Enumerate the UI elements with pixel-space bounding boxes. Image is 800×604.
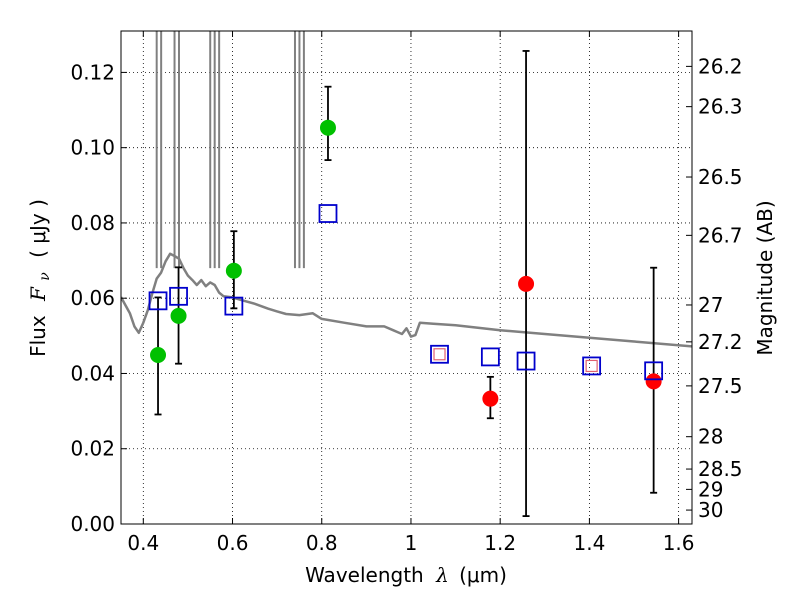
model-square-marker xyxy=(169,286,188,306)
model-square-marker xyxy=(224,296,244,316)
inner-square-marker xyxy=(585,359,598,373)
x-tick-label: 0.8 xyxy=(306,531,338,555)
y-axis-label: Flux F ν ( μJy ) xyxy=(26,199,54,357)
y-axis-label-prefix: Flux xyxy=(26,315,50,357)
y-axis-label-symbol: F xyxy=(26,286,50,302)
x-tick-label: 0.6 xyxy=(217,531,249,555)
x-tick-label: 1.6 xyxy=(663,531,695,555)
data-point xyxy=(645,373,662,390)
y-tick-label: 0.10 xyxy=(70,136,115,160)
mag-tick-label: 30 xyxy=(698,498,723,522)
mag-tick-label: 28 xyxy=(698,425,723,449)
y-tick-label: 0.08 xyxy=(70,211,115,235)
x-axis-label-unit: (μm) xyxy=(459,563,507,587)
x-axis-label-prefix: Wavelength xyxy=(305,563,424,587)
model-square-marker xyxy=(582,356,602,376)
x-tick-label: 0.4 xyxy=(127,531,159,555)
model-square-marker xyxy=(516,351,536,371)
data-point xyxy=(319,119,336,136)
model-square-marker xyxy=(430,344,449,364)
mag-tick-label: 26.5 xyxy=(698,165,743,189)
model-square-marker xyxy=(644,361,664,381)
x-axis-label: Wavelength λ (μm) xyxy=(305,563,507,587)
plot-content xyxy=(121,31,692,517)
axis-ticks xyxy=(121,31,692,525)
inner-square-marker xyxy=(433,348,446,361)
model-square-marker xyxy=(148,291,168,311)
data-point xyxy=(150,347,167,364)
data-markers xyxy=(148,119,664,407)
mag-tick-label: 27.2 xyxy=(698,330,743,354)
model-square-marker xyxy=(318,204,338,223)
x-tick-label: 1.4 xyxy=(573,531,605,555)
y-tick-label: 0.02 xyxy=(70,437,115,461)
y-axis-label-subscript: ν xyxy=(37,272,53,281)
mag-tick-label: 26.7 xyxy=(698,223,743,247)
mag-tick-label: 26.2 xyxy=(698,54,743,78)
y-tick-label: 0.00 xyxy=(70,512,115,536)
mag-tick-label: 27.5 xyxy=(698,374,743,398)
mag-tick-label: 28.5 xyxy=(698,457,743,481)
x-axis-label-symbol: λ xyxy=(435,563,449,587)
y-tick-label: 0.06 xyxy=(70,286,115,310)
y-tick-labels: 0.00 0.02 0.04 0.06 0.08 0.10 0.12 xyxy=(70,60,115,536)
error-bars xyxy=(154,50,658,517)
y2-axis-label: Magnitude (AB) xyxy=(753,200,777,355)
y-tick-label: 0.12 xyxy=(70,60,115,84)
model-sed-curve xyxy=(121,252,692,348)
mag-tick-label: 27 xyxy=(698,293,723,317)
x-tick-labels: 0.4 0.6 0.8 1 1.2 1.4 1.6 xyxy=(127,531,694,555)
mag-tick-label: 26.3 xyxy=(698,95,743,119)
y-tick-label: 0.04 xyxy=(70,361,115,385)
model-sed-line xyxy=(121,31,692,348)
data-point xyxy=(225,262,242,279)
data-point xyxy=(170,307,187,324)
x-tick-label: 1.2 xyxy=(484,531,516,555)
plot-frame xyxy=(120,30,693,525)
grid-lines xyxy=(121,31,692,525)
mag-tick-label: 29 xyxy=(698,477,723,501)
data-point xyxy=(482,390,499,407)
data-point xyxy=(518,275,535,292)
model-square-marker xyxy=(480,347,500,367)
x-tick-label: 1 xyxy=(405,531,418,555)
y-axis-label-unit: ( μJy ) xyxy=(26,199,50,258)
